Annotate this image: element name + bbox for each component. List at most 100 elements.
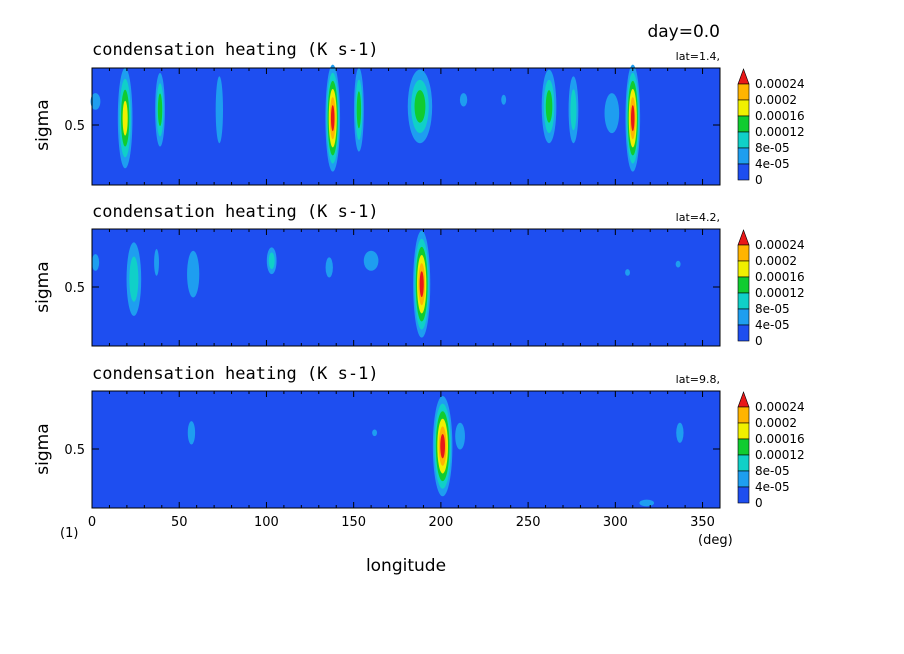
x-tick-labels: 0 50 100 150 200 250 300 350 — [88, 515, 715, 530]
x-tick-label-150: 150 — [341, 515, 366, 530]
panel-1-cell-9-level-3 — [545, 90, 553, 123]
colorbar-label: 4e-05 — [755, 318, 790, 332]
colorbar-label: 0.00016 — [755, 432, 805, 446]
colorbar-label: 8e-05 — [755, 141, 790, 155]
panel-2-cell-4-level-2 — [268, 252, 275, 269]
colorbar-box — [737, 244, 750, 262]
panel-2-cell-5-level-1 — [325, 257, 333, 278]
x-tick-label-50: 50 — [171, 515, 188, 530]
panel-1-cell-6-level-3 — [414, 90, 426, 123]
colorbar-top-triangle — [737, 391, 750, 408]
colorbar-box — [737, 163, 750, 181]
colorbar-box — [737, 83, 750, 101]
colorbar-label: 4e-05 — [755, 157, 790, 171]
panel-2-subtitle: lat=4.2, — [676, 211, 720, 224]
panel-2-cells — [91, 230, 681, 338]
colorbar-label: 0.00024 — [755, 238, 805, 252]
panel-2-y-axis-label: sigma — [33, 261, 53, 312]
colorbar-box — [737, 422, 750, 440]
panel-2-title: condensation heating (K s-1) — [92, 202, 379, 222]
panel-3: condensation heating (K s-1) lat=9.8, 0.… — [33, 364, 805, 510]
colorbar-label: 0.00016 — [755, 270, 805, 284]
panel-3-title: condensation heating (K s-1) — [92, 364, 379, 384]
panel-2-cell-0-level-1 — [91, 254, 100, 271]
panel-2-cell-9-level-1 — [675, 260, 681, 268]
panel-2-y-tick-label: 0.5 — [64, 281, 85, 296]
panel-2-cell-3-level-1 — [187, 250, 200, 298]
panel-3-cell-2-level-6 — [440, 434, 446, 459]
panel-1-colorbar: 0.00024 0.0002 0.00016 0.00012 8e-05 4e-05 0 — [737, 68, 805, 187]
panel-3-cell-5-level-1 — [639, 499, 655, 507]
colorbar-box — [737, 131, 750, 149]
panel-1-cell-2-level-3 — [157, 93, 163, 127]
colorbar-label: 4e-05 — [755, 480, 790, 494]
panel-1-y-tick-label: 0.5 — [64, 119, 85, 134]
colorbar-box — [737, 454, 750, 472]
panel-1-cell-10-level-2 — [570, 89, 577, 131]
colorbar-label: 0.00024 — [755, 400, 805, 414]
colorbar-box — [737, 324, 750, 342]
colorbar-label: 8e-05 — [755, 464, 790, 478]
colorbar-label: 0.0002 — [755, 93, 797, 107]
panel-1-title: condensation heating (K s-1) — [92, 40, 379, 60]
colorbar-box — [737, 486, 750, 504]
panel-1-y-axis-label: sigma — [33, 99, 53, 150]
panel-1-subtitle: lat=1.4, — [676, 50, 720, 63]
panel-1-cell-11-level-1 — [604, 93, 620, 134]
panel-1-cell-0-level-1 — [90, 93, 101, 110]
panel-3-x-ticks — [91, 391, 721, 508]
panel-3-plot-background — [92, 391, 720, 508]
colorbar-label: 0 — [755, 173, 763, 187]
colorbar-box — [737, 292, 750, 310]
colorbar-top-triangle — [737, 229, 750, 246]
colorbar-label: 0.0002 — [755, 416, 797, 430]
colorbar-box — [737, 99, 750, 117]
x-axis-unit: (deg) — [698, 533, 733, 548]
panel-2-cell-8-level-1 — [625, 269, 630, 276]
panel-3-cells — [187, 396, 684, 507]
panel-1-cell-1-level-4 — [122, 100, 128, 136]
x-tick-label-100: 100 — [254, 515, 279, 530]
panel-3-colorbar: 0.00024 0.0002 0.00016 0.00012 8e-05 4e-05 0 — [737, 391, 805, 510]
panel-1-x-ticks — [91, 68, 721, 185]
colorbar-label: 0 — [755, 496, 763, 510]
panel-3-y-axis-label: sigma — [33, 423, 53, 474]
colorbar-label: 0.00012 — [755, 448, 805, 462]
x-tick-label-250: 250 — [516, 515, 541, 530]
panel-2: condensation heating (K s-1) lat=4.2, 0.… — [33, 202, 805, 348]
panel-1-cell-7-level-1 — [459, 93, 468, 107]
day-label: day=0.0 — [647, 22, 720, 42]
colorbar-label: 0 — [755, 334, 763, 348]
panel-1: condensation heating (K s-1) lat=1.4, 0.… — [33, 40, 805, 187]
panel-3-cell-4-level-1 — [676, 422, 684, 443]
colorbar-label: 0.00012 — [755, 286, 805, 300]
colorbar-box — [737, 438, 750, 456]
panel-3-y-tick-label: 0.5 — [64, 443, 85, 458]
x-tick-label-300: 300 — [603, 515, 628, 530]
panel-1-cell-8-level-1 — [501, 94, 507, 105]
panel-1-cells — [90, 64, 641, 172]
panel-2-colorbar: 0.00024 0.0002 0.00016 0.00012 8e-05 4e-05 0 — [737, 229, 805, 348]
panel-1-cell-4-level-6 — [330, 105, 335, 132]
panel-1-cell-5-level-3 — [356, 91, 362, 129]
colorbar-label: 0.0002 — [755, 254, 797, 268]
colorbar-box — [737, 260, 750, 278]
colorbar-label: 0.00016 — [755, 109, 805, 123]
colorbar-box — [737, 276, 750, 294]
x-axis-label: longitude — [366, 556, 446, 576]
panel-2-x-ticks — [91, 229, 721, 346]
colorbar-label: 8e-05 — [755, 302, 790, 316]
colorbar-box — [737, 406, 750, 424]
panel-1-cell-3-level-1 — [215, 76, 224, 144]
panel-3-cell-3-level-1 — [455, 422, 465, 450]
panel-3-cell-1-level-1 — [372, 429, 378, 437]
colorbar-label: 0.00012 — [755, 125, 805, 139]
x-tick-label-350: 350 — [690, 515, 715, 530]
panel-2-plot-background — [92, 229, 720, 346]
x-tick-label-200: 200 — [428, 515, 453, 530]
x-tick-label-0: 0 — [88, 515, 96, 530]
panel-2-cell-6-level-1 — [363, 250, 379, 271]
x-axis-corner-note: (1) — [60, 526, 78, 541]
panel-3-subtitle: lat=9.8, — [676, 373, 720, 386]
